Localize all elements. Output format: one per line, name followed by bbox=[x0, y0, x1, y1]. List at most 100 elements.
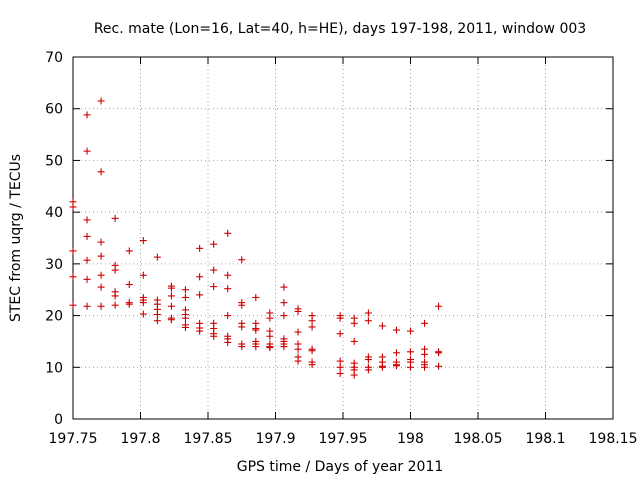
data-point bbox=[83, 275, 91, 283]
data-point bbox=[181, 293, 189, 301]
data-point bbox=[421, 350, 429, 358]
data-point bbox=[167, 302, 175, 310]
data-point bbox=[125, 247, 133, 255]
chart-title: Rec. mate (Lon=16, Lat=40, h=HE), days 1… bbox=[94, 21, 586, 37]
data-point bbox=[181, 323, 189, 331]
data-point bbox=[111, 266, 119, 274]
data-point bbox=[83, 232, 91, 240]
data-point bbox=[350, 337, 358, 345]
data-point bbox=[378, 322, 386, 330]
data-point bbox=[224, 229, 232, 237]
data-point bbox=[69, 203, 77, 211]
data-point bbox=[125, 281, 133, 289]
data-point bbox=[435, 362, 443, 370]
data-point bbox=[266, 314, 274, 322]
data-point bbox=[196, 273, 204, 281]
data-points bbox=[69, 97, 443, 379]
data-point bbox=[139, 299, 147, 307]
data-point bbox=[392, 326, 400, 334]
data-point bbox=[83, 302, 91, 310]
data-point bbox=[97, 97, 105, 105]
data-point bbox=[392, 349, 400, 357]
x-tick-label: 197.85 bbox=[184, 431, 233, 447]
data-point bbox=[392, 362, 400, 370]
y-tick-label: 70 bbox=[45, 50, 63, 66]
data-point bbox=[125, 300, 133, 308]
data-point bbox=[238, 301, 246, 309]
y-tick-label: 50 bbox=[45, 153, 63, 169]
data-point bbox=[378, 363, 386, 371]
data-point bbox=[435, 349, 443, 357]
data-point bbox=[252, 326, 260, 334]
data-point bbox=[294, 307, 302, 315]
y-tick-label: 60 bbox=[45, 102, 63, 118]
data-point bbox=[69, 301, 77, 309]
data-point bbox=[97, 271, 105, 279]
data-point bbox=[83, 216, 91, 224]
data-point bbox=[83, 111, 91, 119]
data-point bbox=[421, 363, 429, 371]
data-point bbox=[308, 361, 316, 369]
data-point bbox=[421, 319, 429, 327]
data-point bbox=[252, 343, 260, 351]
data-point bbox=[294, 345, 302, 353]
x-axis-label: GPS time / Days of year 2011 bbox=[237, 459, 444, 475]
data-point bbox=[350, 371, 358, 379]
data-point bbox=[97, 283, 105, 291]
data-point bbox=[196, 291, 204, 299]
y-tick-label: 0 bbox=[54, 412, 63, 428]
data-point bbox=[83, 147, 91, 155]
data-point bbox=[407, 327, 414, 335]
data-point bbox=[280, 343, 288, 351]
data-point bbox=[224, 271, 232, 279]
data-point bbox=[364, 366, 372, 374]
data-point bbox=[238, 323, 246, 331]
data-point bbox=[224, 312, 232, 320]
data-point bbox=[153, 253, 161, 261]
x-tick-label: 198 bbox=[397, 431, 424, 447]
x-tick-label: 197.95 bbox=[319, 431, 368, 447]
data-point bbox=[407, 348, 414, 356]
x-tick-label: 197.9 bbox=[255, 431, 295, 447]
data-point bbox=[111, 292, 119, 300]
x-tick-label: 198.05 bbox=[454, 431, 503, 447]
y-tick-labels: 0 10 20 30 40 50 60 70 bbox=[45, 50, 63, 428]
y-tick-label: 40 bbox=[45, 205, 63, 221]
data-point bbox=[407, 363, 414, 371]
data-point bbox=[210, 240, 218, 248]
data-point bbox=[224, 338, 232, 346]
data-point bbox=[350, 319, 358, 327]
y-axis-label: STEC from uqrg / TECUs bbox=[8, 154, 24, 322]
data-point bbox=[308, 317, 316, 325]
x-tick-labels: 197.75 197.8 197.85 197.9 197.95 198 198.05 198… bbox=[49, 431, 638, 447]
data-point bbox=[196, 244, 204, 252]
data-point bbox=[139, 271, 147, 279]
data-point bbox=[210, 283, 218, 291]
data-point bbox=[238, 256, 246, 264]
data-point bbox=[153, 317, 161, 325]
data-point bbox=[308, 347, 316, 355]
data-point bbox=[280, 299, 288, 307]
x-tick-label: 198.15 bbox=[589, 431, 638, 447]
data-point bbox=[435, 302, 443, 310]
data-point bbox=[196, 327, 204, 335]
data-point bbox=[280, 312, 288, 320]
data-point bbox=[111, 214, 119, 222]
data-point bbox=[181, 286, 189, 294]
data-point bbox=[238, 343, 246, 351]
data-point bbox=[97, 302, 105, 310]
data-point bbox=[69, 247, 77, 255]
data-point bbox=[139, 310, 147, 318]
data-point bbox=[111, 301, 119, 309]
data-point bbox=[167, 284, 175, 292]
data-point bbox=[308, 323, 316, 331]
data-point bbox=[153, 311, 161, 319]
grid-lines bbox=[73, 57, 613, 419]
y-tick-label: 30 bbox=[45, 257, 63, 273]
data-point bbox=[336, 330, 344, 338]
data-point bbox=[364, 309, 372, 317]
data-point bbox=[210, 266, 218, 274]
y-tick-label: 10 bbox=[45, 360, 63, 376]
